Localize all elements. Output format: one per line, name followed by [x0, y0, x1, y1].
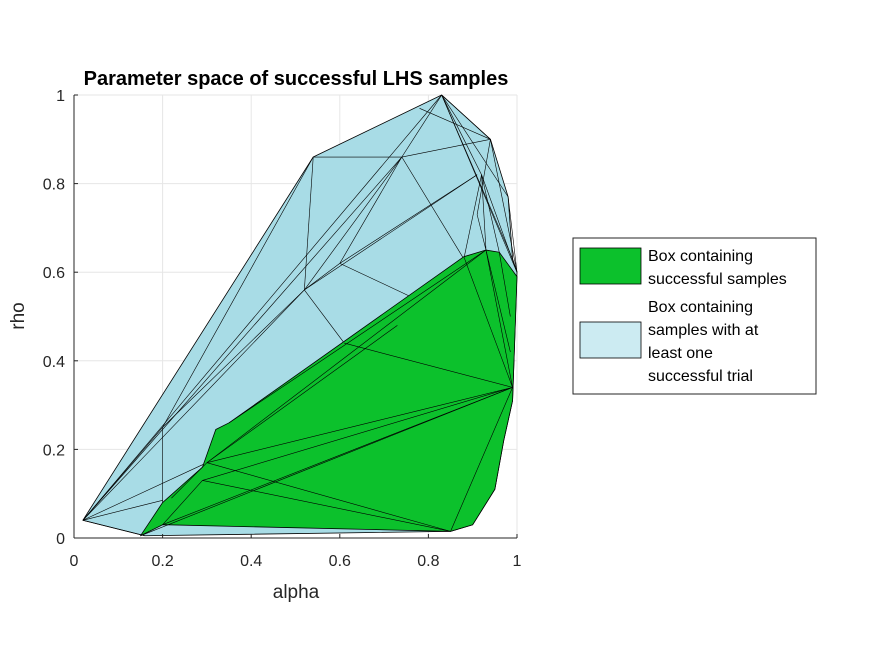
mesh-edge	[476, 139, 491, 215]
y-tick-label: 0.6	[43, 265, 65, 282]
mesh-edge	[206, 387, 513, 463]
mesh-edge	[441, 94, 491, 140]
mesh-edge	[82, 427, 163, 521]
mesh-edge	[82, 519, 145, 537]
mesh-edge	[171, 462, 208, 499]
legend-label-successful: Box containing successful samples	[648, 248, 787, 288]
y-tick-label: 0.4	[43, 354, 65, 371]
mesh-edge	[476, 214, 487, 251]
legend-label-one-trial: Box containing samples with at least one su…	[648, 299, 759, 385]
mesh-edge	[401, 139, 491, 158]
mesh-edge	[304, 157, 314, 290]
y-axis-label: rho	[8, 302, 29, 329]
x-tick-label: 0.8	[417, 553, 439, 570]
mesh-edge	[304, 156, 403, 291]
mesh-edge	[441, 94, 509, 198]
y-tick-label: 0	[56, 531, 65, 548]
mesh-edge	[485, 249, 511, 353]
mesh-edge	[228, 249, 487, 424]
mesh-edge	[507, 196, 518, 273]
mesh-edge	[82, 462, 208, 521]
mesh-edge	[481, 174, 487, 251]
mesh-edge	[304, 263, 340, 291]
mesh-edge	[206, 462, 451, 532]
mesh-edge	[162, 480, 203, 525]
mesh-edge	[463, 174, 482, 259]
mesh-edge	[344, 342, 513, 388]
legend-swatch-one-trial	[579, 321, 642, 359]
mesh-edge	[162, 289, 305, 428]
series-successful	[140, 249, 518, 537]
x-tick-label: 0.6	[329, 553, 351, 570]
y-tick-label: 1	[56, 88, 65, 105]
mesh-edge	[206, 325, 398, 463]
mesh-edge	[490, 139, 518, 273]
mesh-edge	[162, 387, 513, 525]
mesh-edge	[140, 387, 513, 537]
mesh-edge	[162, 156, 314, 428]
mesh-edge	[82, 500, 163, 521]
mesh-edge	[339, 174, 478, 264]
mesh-edge	[82, 289, 305, 521]
mesh-edge	[202, 480, 451, 532]
series-layer	[82, 94, 518, 537]
mesh-edge	[450, 387, 513, 532]
mesh-edge	[419, 108, 491, 140]
mesh-edge	[339, 263, 416, 300]
x-tick-label: 0.2	[151, 553, 173, 570]
mesh-edge	[202, 387, 513, 481]
x-tick-label: 0	[70, 553, 79, 570]
mesh-edge	[498, 252, 511, 317]
mesh-edge	[82, 156, 403, 521]
mesh-edge	[441, 94, 513, 260]
ticks: 0 0.2 0.4 0.6 0.8 1 0 0.2 0.4 0.6 0.8 1	[43, 88, 522, 570]
x-axis-label: alpha	[273, 582, 320, 603]
mesh-edge	[401, 94, 442, 158]
mesh-edge	[463, 256, 513, 388]
mesh-edge	[441, 94, 482, 175]
legend-swatch-successful	[579, 247, 642, 285]
mesh-edge	[206, 249, 487, 463]
mesh-edge	[481, 174, 500, 253]
legend: Box containing successful samples Box con…	[572, 237, 817, 395]
mesh-edge	[339, 156, 403, 264]
x-tick-label: 1	[513, 553, 522, 570]
mesh-edge	[304, 174, 478, 291]
y-tick-label: 0.8	[43, 177, 65, 194]
x-tick-label: 0.4	[240, 553, 262, 570]
y-tick-label: 0.2	[43, 442, 65, 459]
mesh-edge	[485, 249, 513, 388]
mesh-edge	[304, 289, 345, 344]
chart-title: Parameter space of successful LHS sample…	[84, 68, 509, 90]
series-region	[140, 249, 518, 537]
mesh-edge	[82, 94, 442, 521]
mesh-edge	[401, 156, 465, 260]
